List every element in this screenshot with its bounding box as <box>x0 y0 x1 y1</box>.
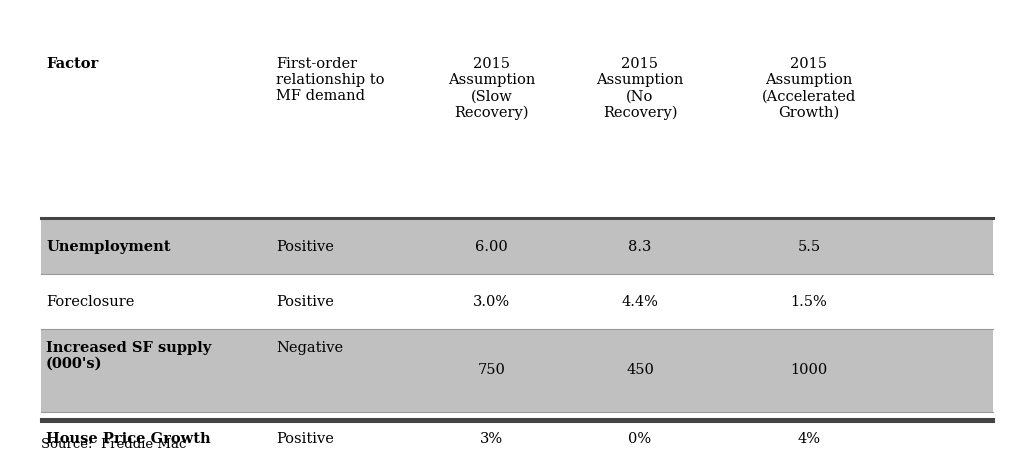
Text: 750: 750 <box>477 363 506 377</box>
Text: 5.5: 5.5 <box>798 240 820 254</box>
Text: 2015
Assumption
(Slow
Recovery): 2015 Assumption (Slow Recovery) <box>447 57 536 120</box>
Text: Factor: Factor <box>46 57 98 71</box>
Text: 4.4%: 4.4% <box>622 295 658 308</box>
Bar <box>41 329 993 412</box>
Text: 6.00: 6.00 <box>475 240 508 254</box>
Text: First-order
relationship to
MF demand: First-order relationship to MF demand <box>276 57 385 103</box>
Text: 3%: 3% <box>480 432 503 446</box>
Text: Positive: Positive <box>276 432 335 446</box>
Text: House Price Growth: House Price Growth <box>46 432 211 446</box>
Text: Foreclosure: Foreclosure <box>46 295 134 308</box>
Text: Negative: Negative <box>276 341 344 355</box>
Bar <box>41 220 993 274</box>
Text: 4%: 4% <box>798 432 820 446</box>
Text: 1.5%: 1.5% <box>791 295 827 308</box>
Text: Unemployment: Unemployment <box>46 240 171 254</box>
Text: Increased SF supply
(000's): Increased SF supply (000's) <box>46 341 211 371</box>
Text: 2015
Assumption
(Accelerated
Growth): 2015 Assumption (Accelerated Growth) <box>762 57 856 119</box>
Text: 2015
Assumption
(No
Recovery): 2015 Assumption (No Recovery) <box>596 57 684 120</box>
Text: 0%: 0% <box>629 432 651 446</box>
Text: Positive: Positive <box>276 295 335 308</box>
Text: 8.3: 8.3 <box>629 240 651 254</box>
Text: 1000: 1000 <box>791 363 827 377</box>
Text: 450: 450 <box>626 363 654 377</box>
Text: Positive: Positive <box>276 240 335 254</box>
Text: Source:  Freddie Mac: Source: Freddie Mac <box>41 438 186 451</box>
Text: 3.0%: 3.0% <box>473 295 510 308</box>
